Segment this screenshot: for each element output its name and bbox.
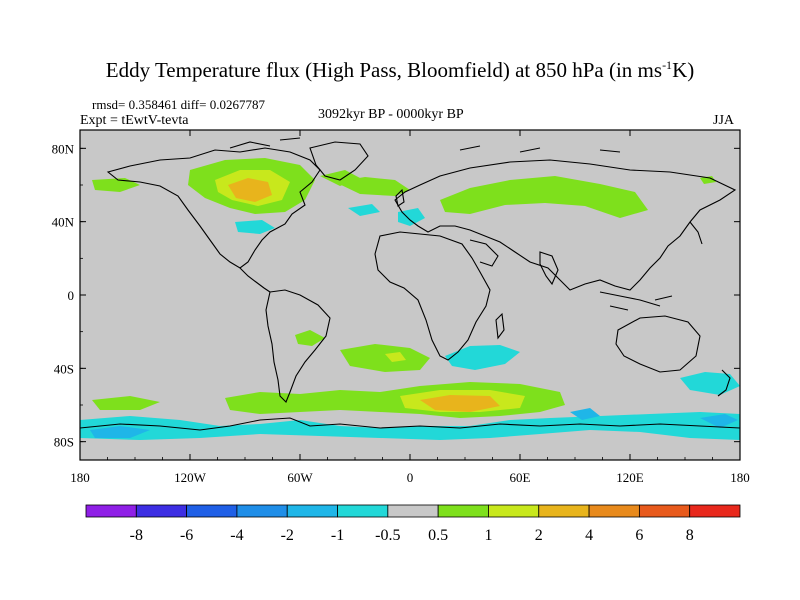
x-tick-label: 120E	[616, 470, 644, 485]
anomaly-europe-negative	[398, 208, 425, 226]
colorbar-swatch	[437, 504, 489, 518]
experiment-label: Expt = tEwtV-tevta	[80, 113, 189, 128]
colorbar-label: -4	[230, 527, 243, 544]
colorbar-swatch	[236, 504, 288, 518]
anomaly-south-pacific-positive	[295, 330, 325, 346]
period-label: 3092kyr BP - 0000kyr BP	[318, 107, 464, 122]
anomaly-pacific-north	[92, 178, 140, 192]
coast-africa	[374, 231, 491, 361]
anomaly-ross-sea-negative	[90, 426, 150, 438]
anomaly-atlantic-negative	[348, 204, 380, 216]
colorbar-swatch	[286, 504, 338, 518]
colorbar-label: -6	[180, 527, 193, 544]
x-tick-label: 180	[730, 470, 750, 485]
coast-indonesia	[599, 291, 673, 311]
colorbar-label: 4	[585, 527, 593, 544]
colorbar-swatch	[488, 504, 540, 518]
colorbar-swatch	[538, 504, 590, 518]
anomaly-south-atlantic-core	[385, 352, 406, 362]
anomaly-far-east-positive	[700, 176, 716, 184]
coast-madagascar	[495, 312, 505, 340]
colorbar-swatch	[135, 504, 188, 518]
colorbar-label: -0.5	[375, 527, 400, 544]
y-axis: 80N 40N 0 40S 80S	[52, 141, 740, 450]
coast-antarctica	[80, 417, 740, 431]
anomaly-indian-ocean-negative	[445, 345, 520, 370]
anomaly-southern-ocean-peak	[420, 395, 500, 412]
coast-eurasia	[394, 159, 737, 291]
colorbar-swatch	[387, 504, 439, 518]
x-tick-label: 180	[70, 470, 90, 485]
colorbar-swatch	[588, 504, 640, 518]
x-tick-label: 0	[407, 470, 414, 485]
anomaly-eurasia-positive	[335, 177, 410, 196]
colorbar-swatch	[337, 504, 389, 518]
coast-arctic-islands	[229, 137, 621, 153]
colorbar-swatch	[85, 504, 137, 518]
anomaly-south-atlantic-positive	[340, 344, 430, 372]
coast-new-zealand	[717, 369, 731, 397]
anomaly-australia-negative	[680, 372, 740, 395]
anomaly-antarctic-belt-negative	[80, 412, 740, 440]
colorbar-label: -8	[130, 527, 143, 544]
y-tick-label: 80S	[54, 435, 74, 450]
coast-arabia	[469, 239, 499, 267]
anomaly-weddell-negative	[570, 408, 600, 420]
coast-uk	[395, 188, 405, 207]
colorbar-label: 6	[635, 527, 643, 544]
y-tick-label: 0	[68, 288, 75, 303]
x-tick-label: 60W	[287, 470, 313, 485]
coast-north-america	[106, 147, 321, 269]
colorbar-label: 1	[484, 527, 492, 544]
anomaly-east-antarctic-negative	[700, 414, 738, 428]
coast-australia	[615, 315, 701, 373]
colorbar: -8 -6 -4 -2 -1 -0.5 0.5 1 2 4 6 8	[85, 504, 741, 544]
y-tick-label: 40S	[54, 361, 74, 376]
anomaly-hudson-negative	[235, 220, 275, 234]
x-axis: 180 120W 60W 0 60E 120E 180	[70, 130, 750, 485]
coast-south-america	[265, 289, 331, 403]
anomaly-siberia-positive	[440, 176, 648, 218]
colorbar-label: 2	[535, 527, 543, 544]
colorbar-label: -2	[281, 527, 294, 544]
rmsd-diff-label: rmsd= 0.358461 diff= 0.0267787	[92, 97, 265, 112]
coast-japan	[689, 221, 703, 245]
map-title: Eddy Temperature flux (High Pass, Bloomf…	[105, 58, 695, 82]
coast-central-america	[239, 267, 271, 293]
colorbar-label: 0.5	[428, 527, 448, 544]
anomaly-south-pacific-far-positive	[92, 396, 160, 410]
colorbar-swatch	[689, 504, 741, 518]
colorbar-label: -1	[331, 527, 344, 544]
colorbar-label: 8	[686, 527, 694, 544]
x-tick-label: 60E	[510, 470, 531, 485]
y-tick-label: 40N	[52, 215, 75, 230]
coast-india	[539, 251, 559, 286]
anomaly-north-america-peak	[228, 178, 272, 202]
colorbar-swatch	[186, 504, 238, 518]
anomaly-fields	[80, 158, 740, 440]
x-tick-label: 120W	[174, 470, 207, 485]
season-label: JJA	[713, 113, 735, 128]
colorbar-swatch	[638, 504, 691, 518]
coastlines	[80, 137, 740, 431]
coast-greenland	[309, 141, 369, 181]
y-tick-label: 80N	[52, 141, 75, 156]
